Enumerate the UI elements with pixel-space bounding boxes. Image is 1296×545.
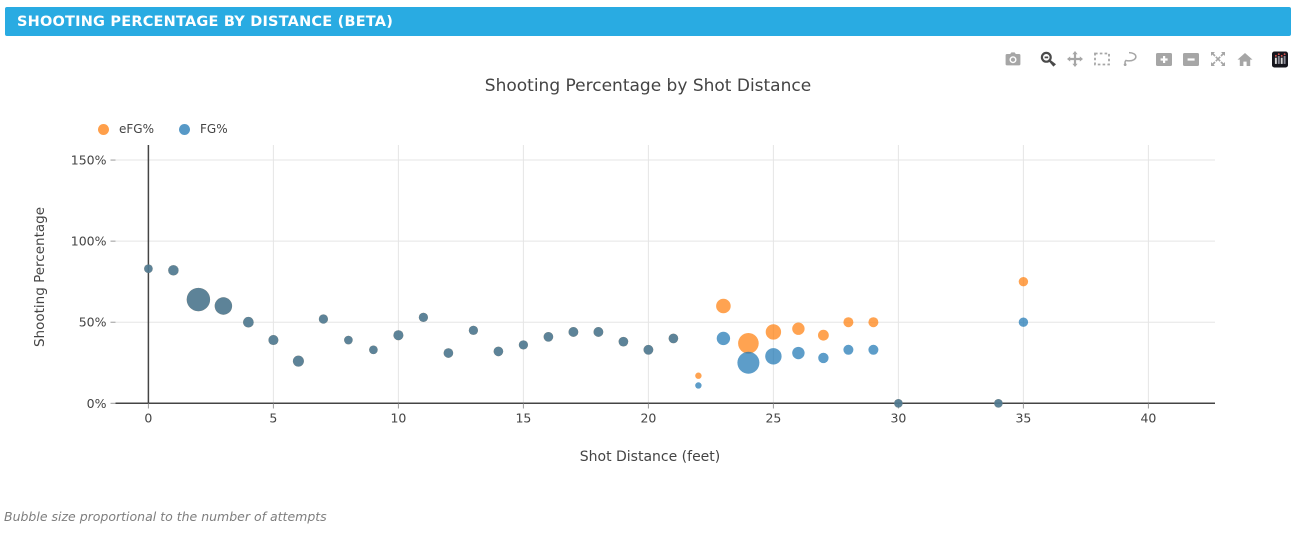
bubble-efg[interactable]	[868, 317, 879, 328]
autoscale-button[interactable]	[1210, 51, 1226, 68]
minus-square-icon	[1183, 52, 1199, 66]
reset-axes-button[interactable]	[1237, 51, 1253, 68]
bubble-fg[interactable]	[393, 330, 404, 341]
bubble-fg[interactable]	[695, 382, 702, 389]
bubble-fg[interactable]	[568, 327, 579, 337]
bubble-efg[interactable]	[738, 333, 759, 354]
panel-title: SHOOTING PERCENTAGE BY DISTANCE (BETA)	[17, 13, 394, 30]
magnifier-icon	[1040, 51, 1056, 67]
download-plot-button[interactable]	[1005, 51, 1021, 68]
bubble-fg[interactable]	[493, 346, 504, 357]
y-axis-title: Shooting Percentage	[32, 206, 48, 348]
x-tick-label: 35	[1015, 411, 1031, 426]
bubble-fg[interactable]	[618, 336, 629, 347]
x-tick-label: 10	[390, 411, 406, 426]
plotly-logo-button[interactable]	[1272, 51, 1288, 68]
bubble-fg[interactable]	[792, 346, 805, 360]
bubble-fg[interactable]	[668, 333, 679, 344]
y-tick-label: 0%	[87, 396, 107, 411]
panel-header: SHOOTING PERCENTAGE BY DISTANCE (BETA)	[5, 7, 1291, 36]
bubble-size-note: Bubble size proportional to the number o…	[4, 509, 327, 524]
legend-item-fg[interactable]: FG%	[179, 122, 232, 136]
bubble-efg[interactable]	[765, 324, 782, 340]
bubble-fg[interactable]	[186, 287, 211, 312]
zoom-mode-button[interactable]	[1040, 51, 1056, 68]
bubble-fg[interactable]	[818, 352, 829, 364]
bubble-efg[interactable]	[1018, 276, 1029, 287]
bubble-fg[interactable]	[643, 344, 654, 355]
bubble-fg[interactable]	[344, 335, 353, 345]
camera-icon	[1005, 52, 1021, 66]
bubble-fg[interactable]	[518, 340, 529, 350]
bubble-fg[interactable]	[418, 312, 428, 322]
bubble-fg[interactable]	[994, 399, 1003, 408]
legend-item-efg[interactable]: eFG%	[98, 122, 158, 136]
fg-swatch-icon	[179, 123, 190, 135]
bubble-fg[interactable]	[243, 316, 254, 328]
bubble-efg[interactable]	[792, 322, 805, 335]
bubble-fg[interactable]	[268, 335, 279, 346]
plus-square-icon	[1156, 52, 1172, 66]
bubble-fg[interactable]	[543, 332, 554, 342]
bubble-fg[interactable]	[765, 348, 782, 365]
legend-label-fg: FG%	[200, 122, 228, 136]
bubble-efg[interactable]	[716, 298, 731, 314]
plotly-modebar	[1005, 49, 1288, 69]
zoom-out-button[interactable]	[1183, 51, 1199, 68]
x-tick-label: 5	[269, 411, 277, 426]
pan-arrows-icon	[1067, 51, 1083, 67]
bubble-fg[interactable]	[468, 325, 478, 335]
bubble-fg[interactable]	[868, 344, 879, 355]
y-tick-label: 100%	[71, 234, 107, 249]
bubble-fg[interactable]	[168, 265, 179, 276]
bubble-efg[interactable]	[818, 329, 829, 341]
autoscale-icon	[1211, 52, 1225, 66]
bubble-fg[interactable]	[843, 344, 854, 355]
plotly-logo-icon	[1272, 51, 1288, 67]
bubble-fg[interactable]	[214, 297, 233, 315]
x-tick-label: 20	[640, 411, 656, 426]
box-select-icon	[1094, 52, 1110, 66]
x-tick-label: 30	[890, 411, 906, 426]
y-tick-label: 150%	[71, 153, 107, 168]
bubble-fg[interactable]	[1018, 317, 1029, 327]
home-icon	[1237, 52, 1253, 66]
bubble-fg[interactable]	[318, 314, 328, 324]
bubble-fg[interactable]	[593, 327, 604, 337]
chart-legend: eFG% FG%	[98, 122, 232, 136]
x-axis-title: Shot Distance (feet)	[579, 449, 721, 465]
y-tick-label: 50%	[79, 315, 107, 330]
legend-label-efg: eFG%	[119, 122, 154, 136]
zoom-in-button[interactable]	[1156, 51, 1172, 68]
lasso-icon	[1123, 51, 1137, 67]
x-tick-label: 25	[765, 411, 781, 426]
lasso-select-button[interactable]	[1121, 51, 1137, 68]
bubble-fg[interactable]	[443, 348, 454, 358]
bubble-fg[interactable]	[716, 331, 731, 346]
bubble-efg[interactable]	[695, 372, 702, 379]
box-select-button[interactable]	[1094, 51, 1110, 68]
bubble-efg[interactable]	[843, 317, 854, 328]
bubble-fg[interactable]	[894, 399, 903, 408]
bubble-fg[interactable]	[369, 345, 378, 355]
x-tick-label: 0	[144, 411, 152, 426]
pan-mode-button[interactable]	[1067, 51, 1083, 68]
x-tick-label: 15	[515, 411, 531, 426]
bubble-fg[interactable]	[737, 351, 760, 374]
efg-swatch-icon	[98, 123, 109, 135]
bubble-fg[interactable]	[144, 264, 153, 274]
chart-title: Shooting Percentage by Shot Distance	[484, 76, 812, 96]
bubble-fg[interactable]	[292, 355, 304, 367]
x-tick-label: 40	[1140, 411, 1156, 426]
